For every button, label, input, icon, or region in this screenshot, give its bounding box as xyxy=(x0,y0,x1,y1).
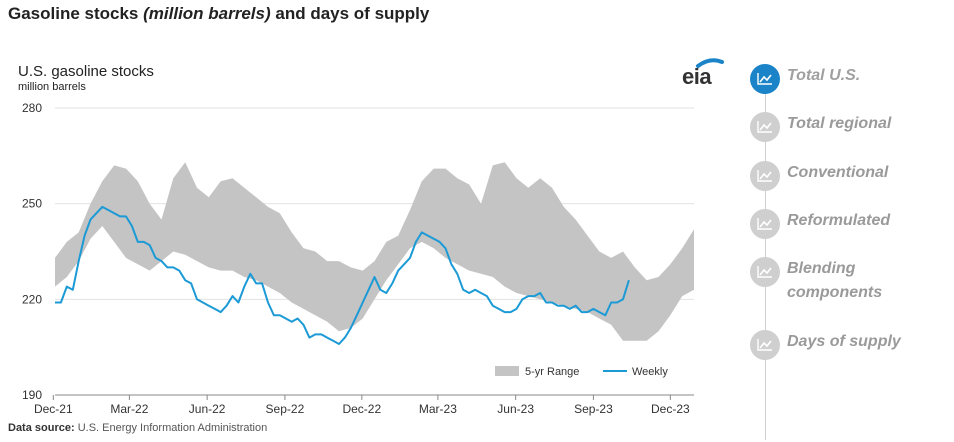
x-tick-label: Jun-23 xyxy=(497,402,534,416)
legend-layer: 5-yr Range Weekly xyxy=(495,366,668,378)
nav-item-label: Total regional xyxy=(787,115,892,132)
grid-layer xyxy=(55,107,694,396)
x-tick-label: Sep-23 xyxy=(574,402,613,416)
gasoline-stocks-chart: 190 220 250 280 Dec-21 Mar-22 Jun-22 Sep-22 Dec-… xyxy=(22,101,694,416)
nav-item-blending-components[interactable]: Blending components xyxy=(750,257,937,305)
nav-item-total-u-s-[interactable]: Total U.S. xyxy=(750,64,937,94)
eia-logo: eia xyxy=(680,56,724,89)
eia-logo-text: eia xyxy=(682,64,712,89)
x-tick-label: Jun-22 xyxy=(189,402,226,416)
nav-item-days-of-supply[interactable]: Days of supply xyxy=(750,330,937,360)
line-chart-icon xyxy=(750,112,780,142)
nav-item-label: Total U.S. xyxy=(787,67,861,84)
nav-item-label: Reformulated xyxy=(787,212,891,229)
legend-label-range: 5-yr Range xyxy=(525,366,579,378)
five-year-range-area xyxy=(55,162,694,341)
line-chart-icon xyxy=(750,209,780,239)
chart-title: U.S. gasoline stocks xyxy=(18,63,154,80)
nav-item-reformulated[interactable]: Reformulated xyxy=(750,209,937,239)
x-tick-label: Mar-23 xyxy=(419,402,457,416)
y-tick-label: 190 xyxy=(22,388,42,402)
chart-unit-label: million barrels xyxy=(18,81,86,93)
data-source: Data source: U.S. Energy Information Adm… xyxy=(8,422,268,434)
nav-item-label: Blending components xyxy=(787,260,883,301)
legend-label-weekly: Weekly xyxy=(632,366,668,378)
line-layer xyxy=(55,205,630,345)
nav-item-label: Days of supply xyxy=(787,333,901,350)
x-tick-label: Sep-22 xyxy=(266,402,305,416)
line-chart-icon xyxy=(750,257,780,287)
eia-logo-swoosh xyxy=(696,58,724,68)
weekly-series-line xyxy=(55,205,630,345)
x-tick-label: Dec-22 xyxy=(342,402,381,416)
y-tick-label: 250 xyxy=(22,197,42,211)
y-tick-label: 280 xyxy=(22,101,42,115)
line-chart-icon xyxy=(750,161,780,191)
range-layer xyxy=(55,162,694,341)
nav-item-conventional[interactable]: Conventional xyxy=(750,161,937,191)
nav-item-total-regional[interactable]: Total regional xyxy=(750,112,937,142)
x-tick-label: Dec-21 xyxy=(34,402,73,416)
line-chart-icon xyxy=(750,330,780,360)
y-tick-label: 220 xyxy=(22,292,42,306)
legend-swatch-range xyxy=(495,366,519,376)
page-title: Gasoline stocks (million barrels) and da… xyxy=(8,4,430,23)
line-chart-icon xyxy=(750,64,780,94)
axis-layer: 190 220 250 280 Dec-21 Mar-22 Jun-22 Sep-22 Dec-… xyxy=(22,101,690,416)
x-tick-label: Dec-23 xyxy=(651,402,690,416)
nav-item-label: Conventional xyxy=(787,164,889,181)
x-tick-label: Mar-22 xyxy=(110,402,148,416)
